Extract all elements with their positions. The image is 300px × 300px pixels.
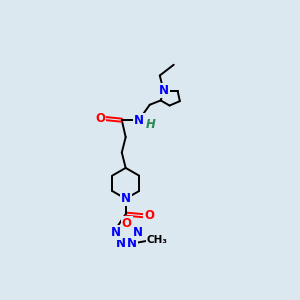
Text: N: N bbox=[110, 226, 121, 238]
Text: O: O bbox=[95, 112, 105, 125]
Text: N: N bbox=[116, 237, 126, 250]
Text: O: O bbox=[122, 218, 132, 230]
Text: N: N bbox=[127, 237, 137, 250]
Text: CH₃: CH₃ bbox=[146, 235, 167, 245]
Text: N: N bbox=[121, 192, 131, 205]
Text: N: N bbox=[121, 192, 131, 205]
Text: H: H bbox=[146, 118, 156, 130]
Text: N: N bbox=[159, 84, 169, 98]
Text: N: N bbox=[134, 114, 144, 127]
Text: O: O bbox=[144, 209, 154, 222]
Text: N: N bbox=[133, 226, 143, 238]
Text: O: O bbox=[122, 218, 132, 230]
